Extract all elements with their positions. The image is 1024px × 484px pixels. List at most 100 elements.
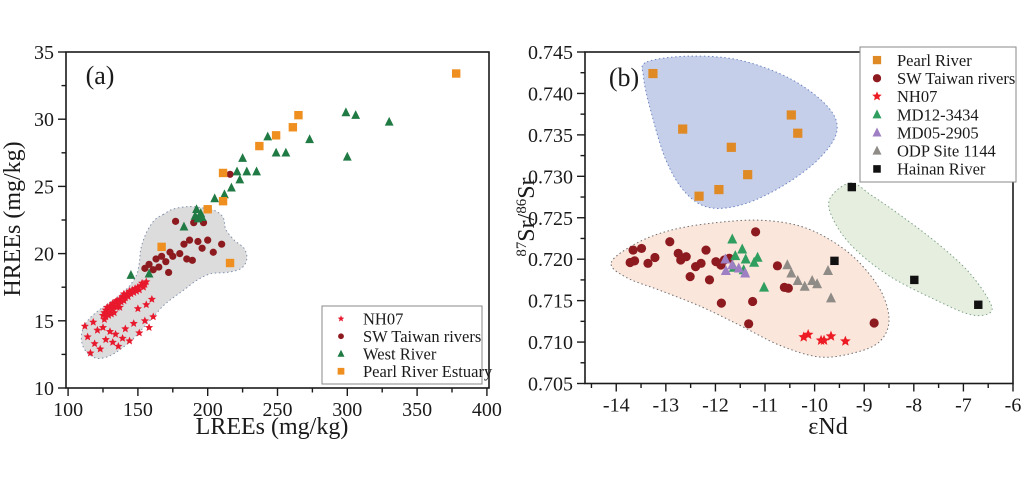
data-point [737,243,748,254]
data-point [636,243,647,254]
legend-label: SW Taiwan rivers [897,69,1015,88]
data-point [115,303,124,311]
svg-text:-7: -7 [955,395,972,417]
data-point [152,255,160,263]
svg-text:0.740: 0.740 [528,83,573,105]
legend-marker-square-icon [872,55,882,65]
svg-text:-11: -11 [752,395,778,417]
data-point [157,242,166,252]
data-point [179,221,189,231]
data-point [628,245,638,255]
svg-text:150: 150 [123,399,153,421]
data-point [818,334,830,345]
axis-ticks-a [58,51,488,396]
data-point [135,285,144,294]
data-point [142,300,151,309]
series-md05-2905 [720,253,751,278]
data-point [974,300,983,309]
data-point [110,308,119,317]
data-point [812,278,823,289]
data-point [704,275,715,285]
data-point [232,166,242,176]
data-point [89,317,98,326]
data-point [144,268,154,278]
data-point [83,332,92,341]
axis-ticks-b [577,51,1014,392]
svg-text:30: 30 [34,109,54,131]
data-point [252,166,261,176]
data-point [772,261,783,271]
data-point [744,319,754,329]
data-point [726,142,736,152]
data-point [643,258,653,268]
series-nh07 [80,277,158,357]
data-point [847,182,857,192]
legend-box-b [859,46,1017,183]
data-point [752,251,763,262]
data-point [235,174,245,184]
legend-marker-star-icon [872,91,882,101]
data-point [782,259,793,270]
data-point [294,110,303,120]
data-point [799,280,810,291]
data-point [281,147,291,157]
svg-text:-9: -9 [856,395,873,417]
svg-text:400: 400 [472,399,502,421]
data-point [118,333,127,342]
data-point [384,116,394,126]
series-odp-site-1144 [782,259,836,303]
region-shelf-sediment-field [80,206,248,360]
region-pearl-river-field [641,55,838,209]
data-point [169,252,177,260]
data-point [793,128,803,138]
data-point [748,296,758,307]
data-point [98,323,108,331]
data-point [342,151,352,161]
data-point [648,68,658,79]
data-point [171,217,180,225]
legend-marker-star-icon [337,315,345,322]
data-point [101,335,110,344]
data-point [162,258,170,266]
legend-marker-circle-icon [872,74,882,83]
data-point [798,331,810,342]
data-point [192,204,201,213]
svg-text:0.715: 0.715 [528,291,573,313]
data-point [701,245,711,255]
data-point [129,288,138,297]
data-point [714,184,724,195]
svg-text:25: 25 [34,176,54,198]
data-point [218,196,228,206]
legend-marker-square-icon [873,165,881,173]
data-point [227,182,236,192]
data-point [650,252,660,263]
data-point [225,258,235,268]
data-point [101,312,110,321]
data-point [107,309,116,318]
legend-marker-triangle-icon [872,127,882,137]
svg-text:0.720: 0.720 [528,249,573,271]
panel-label-a: (a) [86,61,115,90]
legend-marker-triangle-icon [337,349,345,357]
legend-marker-circle-icon [338,333,344,340]
data-point [140,316,149,325]
data-point [117,297,126,306]
svg-text:20: 20 [34,244,54,266]
data-point [218,240,226,248]
data-point [124,292,133,301]
data-point [96,344,105,353]
data-point [678,124,688,134]
data-point [751,227,761,237]
data-point [198,244,206,252]
panel-label-b: (b) [609,63,639,92]
svg-text:100: 100 [53,399,83,421]
data-point [730,250,741,261]
axis-tick-labels-a: 100 150 200 250 300 350 400 10 15 20 25 30 35 [34,42,502,421]
data-point [188,256,196,264]
legend-label: NH07 [897,87,937,106]
data-point [93,325,102,334]
x-axis-title-b: εNd [808,414,847,440]
